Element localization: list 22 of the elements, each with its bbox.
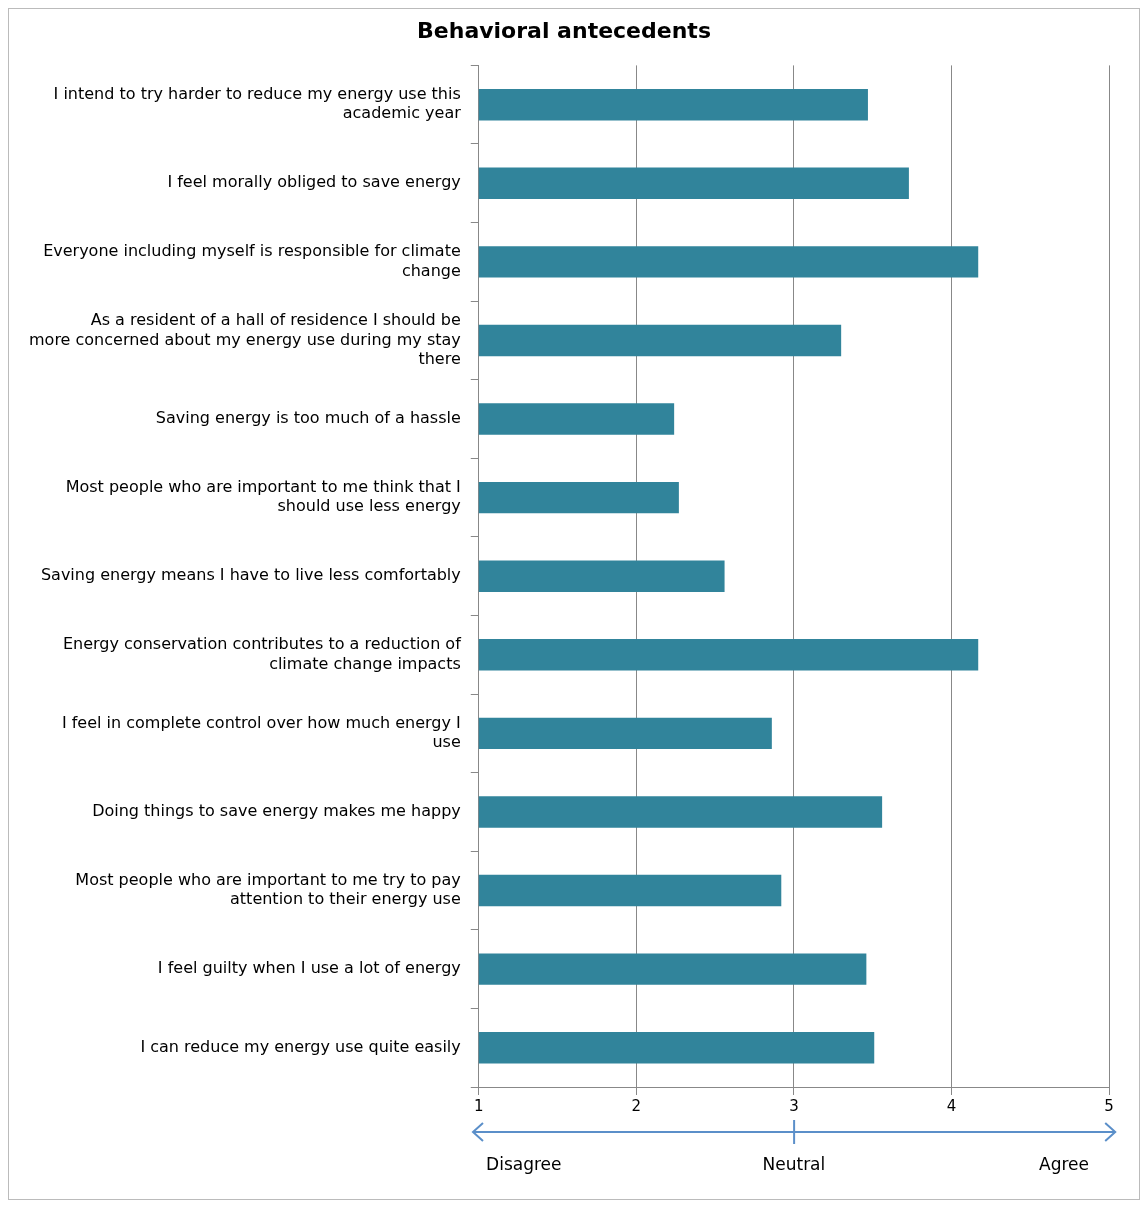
chart-title: Behavioral antecedents <box>417 17 711 43</box>
y-tick-label: Most people who are important to me think that I should use less energy <box>65 477 461 516</box>
y-tick-label: I feel morally obliged to save energy <box>167 172 461 192</box>
y-tick-label: As a resident of a hall of residence I should be more concerned about my energy use during my stay there <box>29 310 461 368</box>
y-tick-label: I can reduce my energy use quite easily <box>140 1036 461 1056</box>
y-tick-label: Saving energy is too much of a hassle <box>155 408 461 428</box>
text: Agree <box>1039 1154 1089 1174</box>
x-tick-label: 4 <box>946 1096 957 1115</box>
x-tick-label: 3 <box>789 1096 799 1115</box>
y-tick-label: I feel in complete control over how much energy I use <box>61 712 461 752</box>
x-tick-label: 2 <box>631 1096 642 1115</box>
y-tick-label: Everyone including myself is responsible for climate change <box>43 241 461 280</box>
y-tick-label: I intend to try harder to reduce my energy use this academic year <box>53 84 462 123</box>
text: Neutral <box>762 1154 826 1174</box>
y-tick-label: Most people who are important to me try to pay attention to their energy use <box>75 870 461 909</box>
y-tick-label: I feel guilty when I use a lot of energy <box>157 958 461 978</box>
x-tick-label: 1 <box>474 1096 484 1115</box>
y-tick-label: Energy conservation contributes to a reduction of climate change impacts <box>62 634 462 673</box>
y-tick-label: Saving energy means I have to live less comfortably <box>40 565 461 585</box>
text: Disagree <box>486 1154 562 1174</box>
y-tick-label: Doing things to save energy makes me happy <box>92 801 461 821</box>
x-tick-label: 5 <box>1104 1096 1114 1115</box>
